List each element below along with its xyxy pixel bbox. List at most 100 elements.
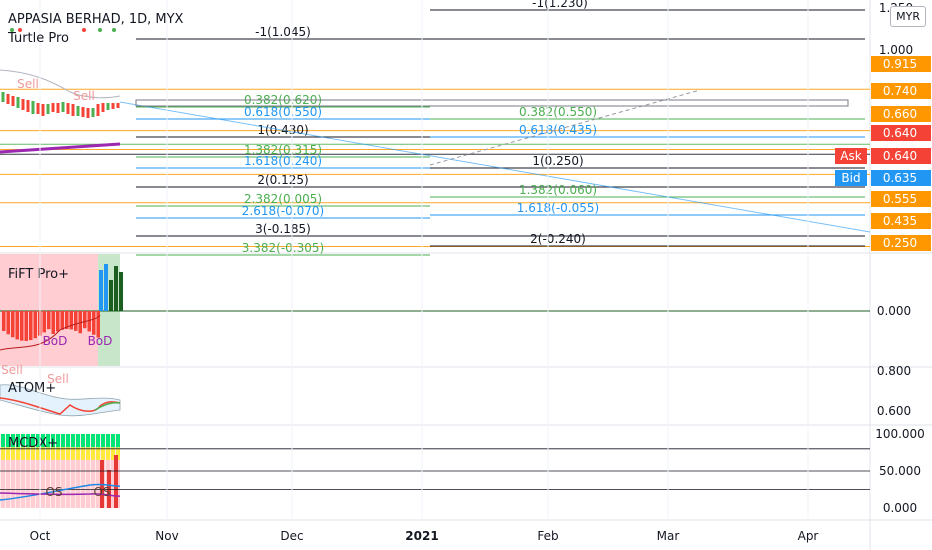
price-badge-label: 0.635: [883, 171, 917, 185]
price-badge-label: 0.915: [883, 57, 917, 71]
mcdx-bar-pink: [111, 459, 115, 508]
fib-label: 3.382(-0.305): [242, 241, 324, 255]
candle: [81, 107, 85, 117]
mcdx-bar-green: [66, 434, 70, 448]
time-axis-label: Oct: [30, 529, 51, 543]
mcdx-bar-pink: [46, 459, 50, 508]
fib-label: 2.382(0.005): [244, 192, 322, 206]
turtle-dot: [18, 28, 22, 32]
price-badge-label: 0.435: [883, 214, 917, 228]
mcdx-bar-green: [6, 434, 10, 448]
mcdx-bar-pink: [51, 459, 55, 508]
fift-title: FiFT Pro+: [8, 267, 69, 282]
mcdx-scale-label: 50.000: [879, 464, 921, 478]
ask-bid-label: Bid: [841, 171, 860, 185]
mcdx-line: [0, 483, 121, 501]
price-badge: [871, 125, 931, 141]
mcdx-bar-pink: [6, 459, 10, 508]
fib-label: 1.382(0.060): [519, 183, 597, 197]
mcdx-bar-pink: [1, 459, 5, 508]
mcdx-bar-pink: [26, 459, 30, 508]
fift-bar: [47, 311, 51, 330]
fift-bar: [20, 311, 24, 341]
mcdx-bar-green: [26, 434, 30, 448]
mcdx-bar-green: [21, 434, 25, 448]
mcdx-bar-yellow: [56, 447, 60, 460]
fift-bar: [33, 311, 37, 339]
fift-bar: [114, 266, 118, 311]
mcdx-bar-green: [96, 434, 100, 448]
fift-bar: [51, 311, 55, 334]
price-badge-label: 0.640: [883, 126, 917, 140]
mcdx-bar-yellow: [111, 447, 115, 460]
mcdx-bar-yellow: [66, 447, 70, 460]
mcdx-bar-yellow: [6, 447, 10, 460]
mcdx-bar-yellow: [101, 447, 105, 460]
mcdx-bar-yellow: [116, 447, 120, 460]
mcdx-bar-yellow: [26, 447, 30, 460]
fift-bar: [60, 311, 64, 330]
candle: [21, 99, 25, 110]
ask-bid-pill: [835, 170, 867, 186]
mcdx-bar-yellow: [106, 447, 110, 460]
time-axis-label: Dec: [280, 529, 303, 543]
mcdx-bar-green: [76, 434, 80, 448]
turtle-pro-legend: Turtle Pro: [8, 31, 70, 46]
fift-bar: [11, 311, 15, 338]
candle: [111, 103, 115, 109]
mcdx-bar-pink: [21, 459, 25, 508]
mcdx-bar-green: [116, 434, 120, 448]
price-badge-label: 0.660: [883, 107, 917, 121]
candle: [91, 108, 95, 117]
trend-line: [119, 101, 871, 233]
os-annotation: OS: [93, 485, 110, 499]
mcdx-bar-green: [111, 434, 115, 448]
price-badge: [871, 191, 931, 207]
fib-label: 2(0.125): [257, 173, 308, 187]
mcdx-bar-yellow: [1, 447, 5, 460]
moving-average-line: [0, 142, 121, 154]
mcdx-bar-pink: [41, 459, 45, 508]
fib-label: 0.618(0.435): [519, 123, 597, 137]
fift-bar: [109, 280, 113, 311]
mcdx-bar-pink: [66, 459, 70, 508]
currency-button[interactable]: MYR: [890, 6, 926, 27]
mcdx-bar-green: [101, 434, 105, 448]
atom-title: ATOM+: [8, 381, 56, 396]
mcdx-bar-yellow: [91, 447, 95, 460]
mcdx-bar-red: [114, 455, 118, 508]
candle: [46, 104, 50, 114]
mcdx-bar-yellow: [21, 447, 25, 460]
fib-label: 2(-0.240): [530, 232, 586, 246]
mcdx-bar-yellow: [36, 447, 40, 460]
turtle-dot: [98, 28, 102, 32]
fift-bar: [96, 311, 100, 338]
price-badge-label: 0.250: [883, 236, 917, 250]
price-badge-label: 0.640: [883, 149, 917, 163]
bod-annotation: BoD: [43, 334, 68, 348]
mcdx-bar-pink: [76, 459, 80, 508]
candle: [36, 103, 40, 114]
turtle-dot: [82, 28, 86, 32]
range-box: [135, 99, 849, 107]
atom-scale-label: 0.800: [877, 364, 911, 378]
turtle-dot: [112, 28, 116, 32]
fib-label: 3(-0.185): [255, 222, 311, 236]
fib-label: 0.382(0.550): [519, 105, 597, 119]
sell-signal: Sell: [17, 77, 39, 91]
candle: [106, 103, 110, 110]
fift-signal-line: [0, 314, 101, 351]
mcdx-bar-yellow: [31, 447, 35, 460]
mcdx-bar-green: [11, 434, 15, 448]
candle: [61, 102, 65, 112]
price-scale-label: 1.000: [879, 43, 913, 57]
mcdx-bar-red: [107, 470, 111, 508]
price-badge: [871, 235, 931, 251]
candle: [51, 103, 55, 112]
price-badge: [871, 148, 931, 164]
mcdx-bar-yellow: [71, 447, 75, 460]
mcdx-bar-yellow: [11, 447, 15, 460]
time-axis-label: 2021: [405, 529, 438, 543]
price-badge-label: 0.740: [883, 84, 917, 98]
